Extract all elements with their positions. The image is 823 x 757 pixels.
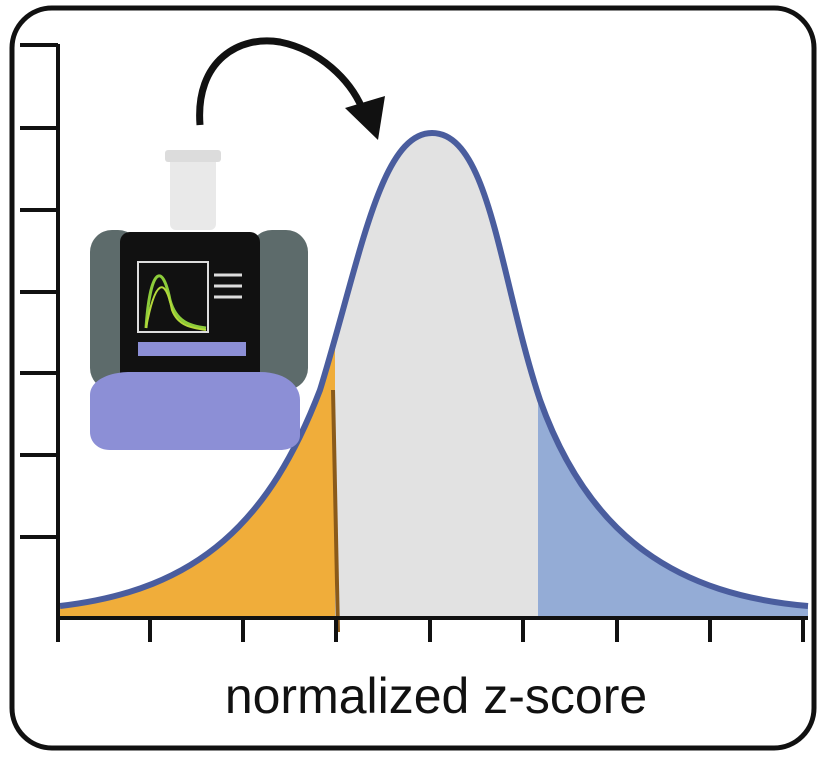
axis-label: normalized z-score (225, 668, 647, 724)
spirometer-icon (90, 150, 308, 450)
arrow-head (345, 96, 385, 140)
curve (59, 129, 809, 609)
axes (20, 43, 808, 642)
arrow (196, 37, 366, 126)
left-cut (331, 389, 340, 633)
